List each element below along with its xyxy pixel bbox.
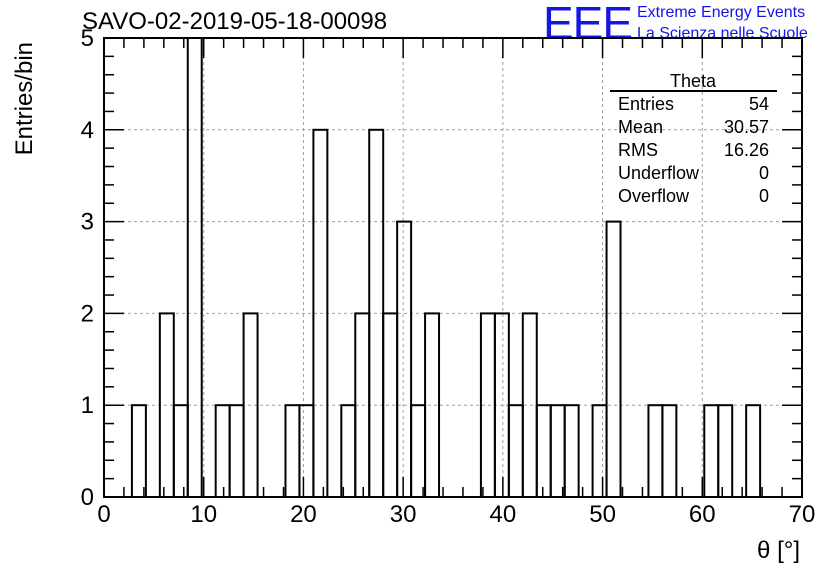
stats-value-2: 16.26	[724, 140, 769, 160]
histogram-bin-5	[228, 404, 245, 499]
stats-label-4: Overflow	[618, 186, 690, 206]
x-tick-label-4: 40	[490, 501, 517, 528]
axis-ticks	[103, 37, 803, 498]
x-tick-label-1: 10	[190, 501, 217, 528]
stats-value-3: 0	[759, 163, 769, 183]
stats-label-3: Underflow	[618, 163, 700, 183]
histogram-bin-7	[284, 404, 301, 499]
histogram-bin-0	[130, 404, 147, 499]
stats-label-1: Mean	[618, 117, 663, 137]
stats-value-0: 54	[749, 94, 769, 114]
histogram-bin-25	[591, 404, 608, 499]
histogram-bin-31	[745, 404, 762, 499]
y-tick-label-3: 3	[81, 209, 94, 236]
histogram-bin-21	[535, 404, 552, 499]
x-tick-label-6: 60	[689, 501, 716, 528]
y-tick-label-5: 5	[81, 25, 94, 52]
logo-line-1: Extreme Energy Events	[637, 4, 806, 21]
histogram-bin-14	[396, 220, 413, 498]
histogram-bin-2	[172, 404, 189, 499]
x-tick-label-0: 0	[97, 501, 110, 528]
x-tick-label-3: 30	[390, 501, 417, 528]
histogram-bin-23	[563, 404, 580, 499]
histogram-bin-3	[186, 37, 203, 498]
histogram-bin-10	[340, 404, 357, 499]
plot-title: SAVO-02-2019-05-18-00098	[82, 8, 388, 35]
histogram-bin-26	[605, 220, 622, 498]
stats-label-2: RMS	[618, 140, 658, 160]
y-tick-label-4: 4	[81, 117, 94, 144]
histogram-bin-22	[549, 404, 566, 499]
stats-value-4: 0	[759, 186, 769, 206]
stats-value-1: 30.57	[724, 117, 769, 137]
x-tick-label-5: 50	[589, 501, 616, 528]
histogram-bin-29	[703, 404, 720, 499]
histogram-bin-15	[410, 404, 427, 499]
histogram-bin-4	[214, 404, 231, 499]
x-tick-labels: 0 10 20 30 40 50 60 70	[97, 501, 815, 528]
y-tick-label-0: 0	[81, 484, 94, 511]
y-tick-label-1: 1	[81, 392, 94, 419]
histogram-bin-27	[647, 404, 664, 499]
grid-lines	[104, 38, 802, 497]
histogram-bin-19	[507, 404, 524, 499]
y-tick-label-2: 2	[81, 300, 94, 327]
histogram-bin-8	[298, 404, 315, 499]
y-axis-title: Entries/bin	[11, 42, 38, 155]
stats-label-0: Entries	[618, 94, 674, 114]
histogram-bin-30	[717, 404, 734, 499]
x-tick-label-7: 70	[789, 501, 816, 528]
plot-frame	[103, 37, 803, 498]
x-axis-title: θ [°]	[757, 537, 800, 564]
histogram-bin-13	[382, 312, 399, 498]
y-tick-labels: 0 1 2 3 4 5	[81, 25, 94, 511]
histogram-bin-28	[661, 404, 678, 499]
x-tick-label-2: 20	[290, 501, 317, 528]
stats-title: Theta	[670, 71, 717, 91]
stats-box: Theta Entries 54 Mean 30.57 RMS 16.26 Underflo…	[610, 71, 777, 206]
